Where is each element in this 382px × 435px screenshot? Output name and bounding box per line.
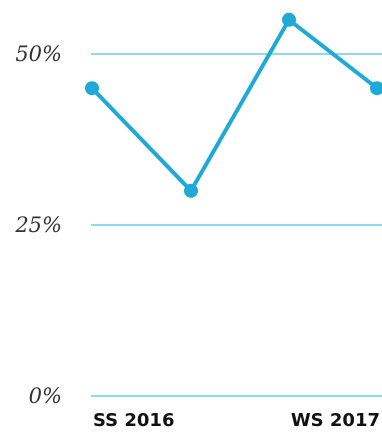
x-axis-tick-labels: SS 2016 WS 2017 — [93, 410, 380, 431]
y-tick-label: 0% — [29, 384, 62, 408]
series-line — [90, 17, 379, 193]
data-point — [282, 12, 296, 27]
x-tick-label: WS 2017 — [291, 410, 380, 431]
y-axis-tick-labels: 0% 25% 50% — [14, 42, 62, 408]
data-point — [85, 81, 99, 96]
series-layer — [85, 12, 382, 198]
y-tick-label: 25% — [14, 213, 62, 237]
gridlines — [91, 53, 382, 397]
data-point — [370, 81, 382, 96]
y-tick-label: 50% — [15, 42, 62, 66]
data-point — [184, 183, 198, 198]
x-tick-label: SS 2016 — [93, 410, 174, 431]
